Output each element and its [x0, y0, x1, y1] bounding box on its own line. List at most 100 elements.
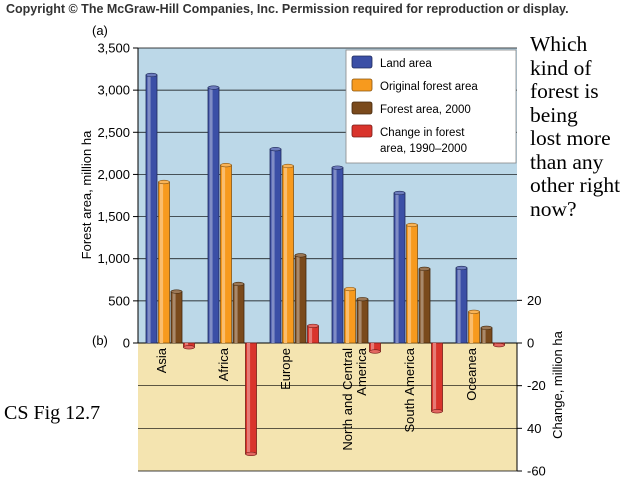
bar-change-highlight: [371, 343, 375, 352]
bar-original-forest: [406, 222, 418, 344]
bar-change: [245, 342, 257, 457]
y-tick-label: 1,500: [97, 209, 130, 224]
category-labels: Asia Africa Europe North and Central America…: [154, 347, 479, 450]
bar-land-area-highlight: [271, 149, 275, 343]
bar-change: [369, 342, 381, 354]
bar-forest-2000: [232, 281, 245, 344]
bar-land-area-cap: [331, 165, 344, 170]
bar-forest-2000-cap: [294, 253, 307, 258]
bar-land-area-cap: [393, 190, 406, 196]
legend-swatch-forest-2000: [351, 101, 373, 115]
y-tick-label: 3,500: [97, 41, 130, 56]
bar-land-area-highlight: [395, 192, 399, 343]
bar-land-area: [393, 190, 406, 344]
lower-panel-background: [138, 343, 517, 471]
figure-caption: CS Fig 12.7: [4, 402, 101, 424]
bar-original-forest-highlight: [408, 225, 412, 343]
bar-change-cap: [307, 323, 319, 329]
bar-change-highlight: [247, 343, 251, 454]
bar-land-area: [145, 72, 158, 344]
bar-land-area-highlight: [457, 267, 461, 343]
bar-change: [431, 342, 443, 414]
bar-change-cap: [493, 343, 505, 348]
y-tick-label: 2,500: [97, 125, 130, 140]
bar-original-forest-cap: [468, 309, 480, 314]
legend-swatch-land-area: [351, 55, 373, 69]
bar-forest-2000-cap: [418, 266, 431, 271]
bar-land-area: [269, 147, 282, 344]
category-label: Africa: [216, 347, 231, 381]
copyright-notice: Copyright © The McGraw-Hill Companies, I…: [6, 2, 569, 16]
bar-land-area-highlight: [333, 167, 337, 343]
y-right-tick-label: 20: [527, 293, 541, 308]
bar-forest-2000: [418, 266, 431, 344]
y-right-tick-label: -60: [527, 464, 546, 479]
bar-forest-2000: [170, 289, 183, 344]
bar-change-cap: [183, 345, 195, 350]
bar-original-forest-cap: [158, 179, 170, 185]
bar-change-cap: [369, 349, 381, 354]
bar-forest-2000-cap: [356, 297, 369, 302]
bar-land-area-cap: [269, 147, 282, 152]
bar-forest-2000-highlight: [420, 268, 424, 343]
bar-land-area-highlight: [209, 87, 213, 343]
bar-forest-2000-cap: [170, 289, 183, 294]
legend: Land area Original forest area Forest ar…: [345, 49, 517, 164]
bar-forest-2000-highlight: [358, 299, 362, 343]
category-label: Europe: [278, 348, 293, 390]
legend-label-land-area: Land area: [380, 58, 432, 70]
y-axis-label-left: Forest area, million ha: [79, 130, 94, 259]
legend-box: [345, 49, 517, 164]
bar-land-area: [207, 85, 220, 344]
bar-forest-2000-highlight: [234, 284, 238, 343]
bar-group: [145, 72, 505, 457]
bar-forest-2000-highlight: [482, 327, 486, 343]
y-right-tick-label: 40: [527, 421, 541, 436]
y-right-tick-label: -20: [527, 378, 546, 393]
bar-forest-2000: [356, 297, 369, 344]
bar-land-area-cap: [145, 72, 158, 78]
bar-original-forest: [344, 286, 356, 344]
bar-land-area-highlight: [147, 74, 151, 343]
legend-swatch-original-forest: [351, 78, 373, 92]
bar-original-forest-cap: [406, 222, 418, 228]
bar-original-forest-highlight: [222, 165, 226, 343]
panel-label-b: (b): [92, 333, 108, 348]
bar-original-forest-highlight: [346, 289, 350, 343]
bar-change-cap: [431, 409, 443, 414]
gridlines: [138, 47, 517, 472]
left-axis-ticks: 3,500 3,000 2,500 2,000 1,500 1,000 500 0: [97, 41, 138, 351]
bar-change-highlight: [433, 343, 437, 412]
bar-forest-2000: [294, 253, 307, 344]
bar-forest-2000-cap: [232, 281, 245, 287]
bar-change-cap: [245, 451, 257, 457]
bar-forest-2000-cap: [480, 325, 493, 330]
bar-original-forest: [220, 163, 232, 344]
bar-change-highlight: [185, 343, 189, 348]
bar-original-forest-cap: [282, 163, 294, 169]
bar-original-forest-cap: [344, 286, 356, 292]
y-right-tick-label: 0: [527, 336, 534, 351]
bar-change: [183, 342, 195, 350]
legend-label-forest-2000: Forest area, 2000: [380, 104, 471, 116]
bar-land-area: [331, 165, 344, 344]
bar-original-forest-cap: [220, 163, 232, 168]
category-label: America: [354, 347, 369, 395]
y-tick-label: 3,000: [97, 83, 130, 98]
bar-land-area-cap: [207, 85, 220, 90]
bar-forest-2000-highlight: [172, 291, 176, 343]
bar-original-forest: [282, 163, 294, 344]
right-axis-ticks: 20 0 -20 40 -60: [517, 293, 546, 479]
bar-change-highlight: [309, 325, 313, 343]
category-label: South America: [402, 347, 417, 432]
panel-label-a: (a): [92, 23, 108, 38]
legend-label-change-line2: area, 1990–2000: [380, 143, 467, 155]
bar-original-forest: [158, 179, 170, 344]
y-tick-label: 500: [108, 293, 130, 308]
bar-original-forest-highlight: [160, 182, 164, 343]
bar-land-area: [455, 265, 468, 344]
bar-change: [493, 342, 505, 348]
bar-forest-2000-highlight: [296, 255, 300, 343]
bar-change: [307, 323, 319, 344]
